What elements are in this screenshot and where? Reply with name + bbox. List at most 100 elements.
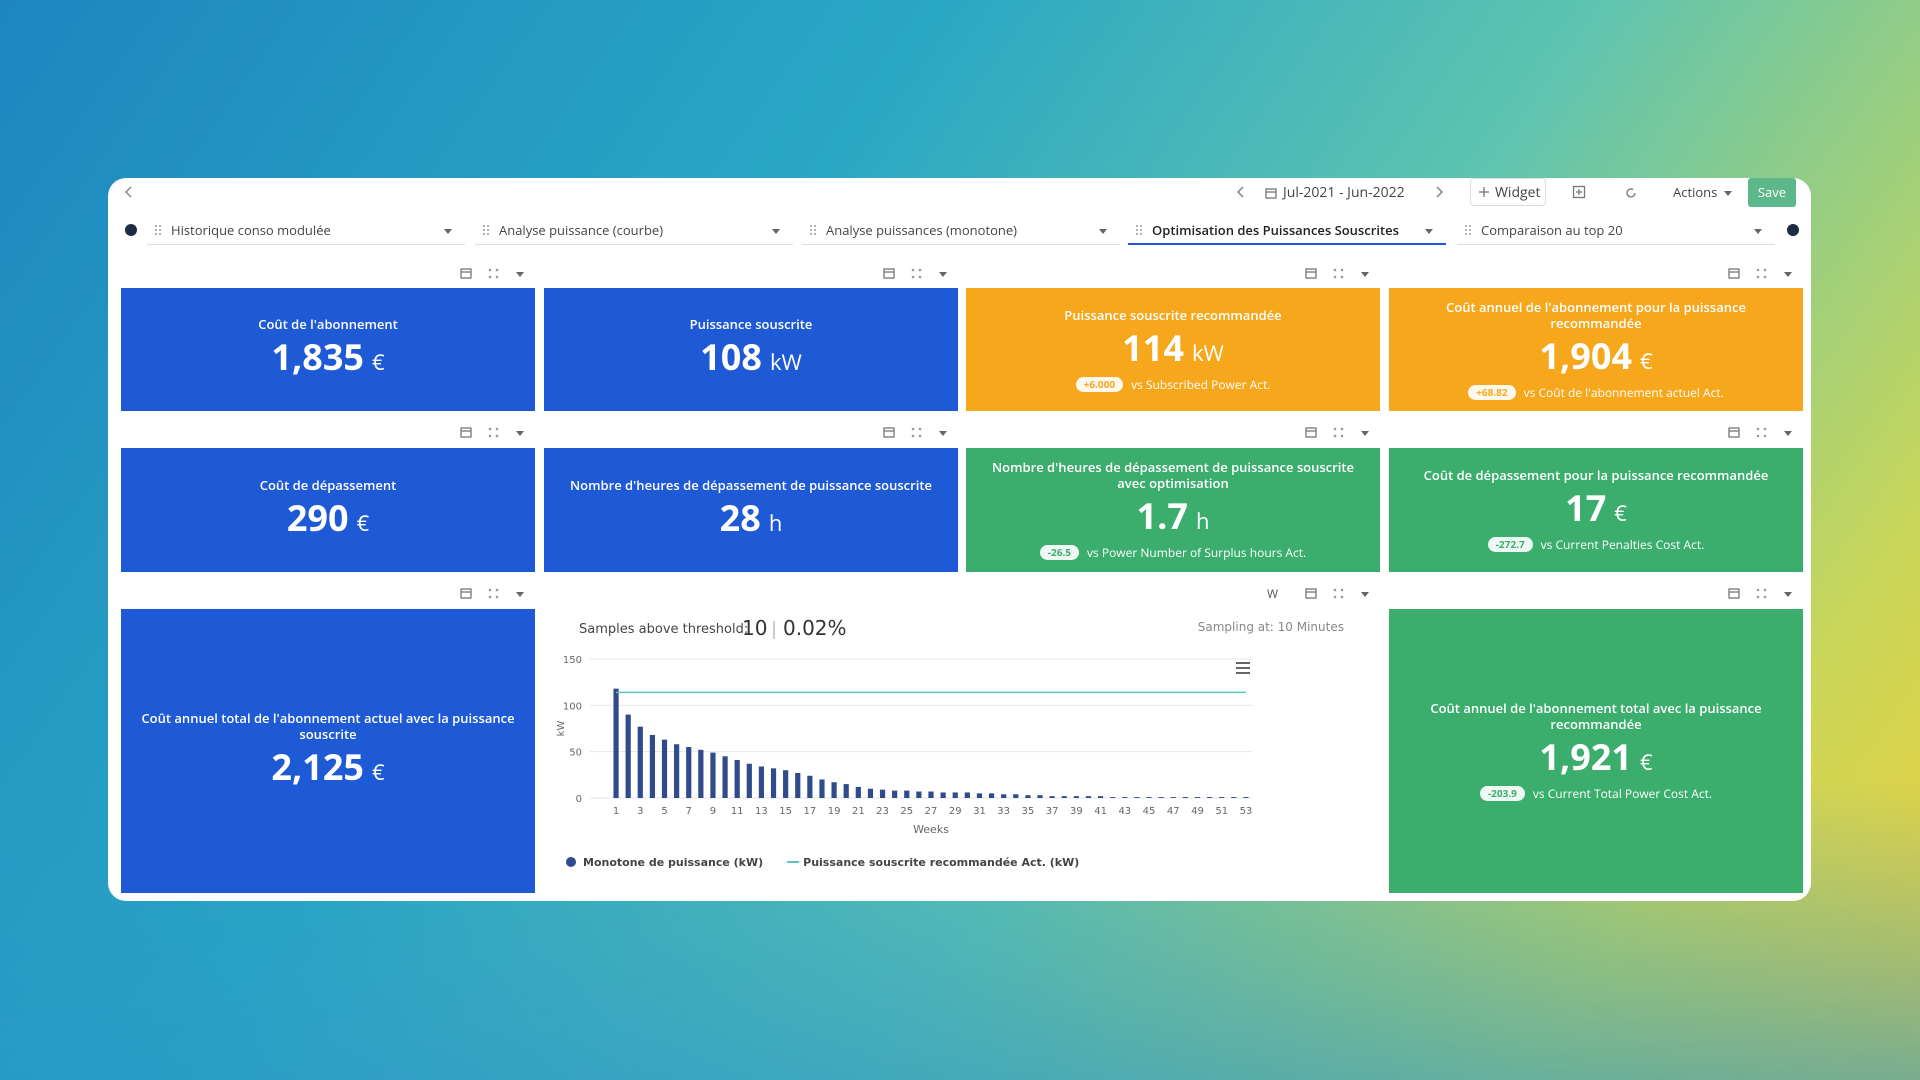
kpi-card: Nombre d'heures de dépassement de puissa…: [966, 448, 1380, 572]
kpi-unit: h: [1195, 506, 1210, 536]
caret-icon[interactable]: [513, 426, 527, 440]
kpi-value: 1,921 €: [1539, 736, 1652, 783]
dot: [1136, 229, 1138, 231]
edit-icon[interactable]: [1727, 586, 1741, 600]
tab[interactable]: Analyse puissance (courbe): [475, 215, 793, 245]
dot: [483, 225, 485, 227]
x-tick-label: 27: [925, 806, 938, 817]
left-icon[interactable]: [1234, 185, 1248, 199]
caret-icon[interactable]: [1358, 587, 1372, 601]
edit-icon[interactable]: [1727, 425, 1741, 439]
dot: [159, 225, 161, 227]
move-icon[interactable]: [487, 267, 501, 281]
tab[interactable]: Historique conso modulée: [147, 215, 465, 245]
dot: [1756, 427, 1760, 431]
grip-icon: [1465, 225, 1471, 235]
move-icon[interactable]: [487, 587, 501, 601]
grip-icon: [483, 225, 489, 235]
dot: [911, 427, 915, 431]
caret-icon[interactable]: [1358, 267, 1372, 281]
dot: [911, 275, 915, 279]
cal: [1265, 188, 1277, 199]
caret-icon[interactable]: [1422, 224, 1436, 238]
caret-icon[interactable]: [1751, 224, 1765, 238]
dot: [1140, 225, 1142, 227]
move-icon[interactable]: [1755, 587, 1769, 601]
bar: [1061, 796, 1067, 798]
bar: [1110, 797, 1116, 798]
move-icon[interactable]: [1332, 426, 1346, 440]
circle-icon[interactable]: [1786, 223, 1800, 237]
legend-label: Monotone de puissance (kW): [583, 856, 763, 869]
edit-icon[interactable]: [1727, 266, 1741, 280]
dot: [1756, 588, 1760, 592]
tab[interactable]: Analyse puissances (monotone): [802, 215, 1120, 245]
move-icon[interactable]: [487, 426, 501, 440]
move-icon[interactable]: [910, 426, 924, 440]
caret-icon[interactable]: [1096, 224, 1110, 238]
dot: [155, 229, 157, 231]
period-select[interactable]: W: [1267, 585, 1279, 602]
dot: [1763, 434, 1767, 438]
dot: [1469, 225, 1471, 227]
caret: [939, 431, 947, 436]
edit-icon[interactable]: [882, 425, 896, 439]
caret-icon[interactable]: [936, 426, 950, 440]
dot: [1756, 434, 1760, 438]
dot: [1333, 434, 1337, 438]
caret-icon[interactable]: [441, 224, 455, 238]
legend-label: Puissance souscrite recommandée Act. (kW…: [803, 856, 1079, 869]
edit-icon[interactable]: [459, 425, 473, 439]
dot: [155, 233, 157, 235]
actions-button[interactable]: Actions: [1673, 183, 1718, 201]
edit-icon[interactable]: [882, 266, 896, 280]
caret-icon[interactable]: [1781, 426, 1795, 440]
kpi-title: Coût annuel de l'abonnement pour la puis…: [1446, 297, 1746, 332]
bar: [1025, 795, 1031, 798]
left-icon[interactable]: [122, 185, 136, 199]
circle-icon[interactable]: [124, 223, 138, 237]
bar: [698, 749, 704, 798]
x-tick-label: 37: [1046, 806, 1059, 817]
edit-icon[interactable]: [1304, 586, 1318, 600]
dot: [1140, 229, 1142, 231]
dot: [1763, 268, 1767, 272]
caret-icon[interactable]: [936, 267, 950, 281]
dot: [918, 427, 922, 431]
edit-icon[interactable]: [1304, 266, 1318, 280]
caret: [1361, 431, 1369, 436]
save-button[interactable]: Save: [1748, 178, 1796, 207]
widget-label[interactable]: Widget: [1495, 183, 1541, 202]
bar: [904, 790, 910, 798]
caret-icon[interactable]: [513, 267, 527, 281]
edit-icon[interactable]: [459, 586, 473, 600]
x-tick-label: 1: [613, 806, 619, 817]
refresh-icon[interactable]: [1624, 186, 1638, 200]
move-icon[interactable]: [1332, 587, 1346, 601]
caret-icon[interactable]: [513, 587, 527, 601]
kpi-delta: -272.7: [1487, 537, 1533, 552]
bar: [807, 775, 813, 798]
dot: [488, 595, 492, 599]
edit-icon[interactable]: [459, 266, 473, 280]
date-range[interactable]: Jul-2021 - Jun-2022: [1283, 183, 1405, 202]
box-icon[interactable]: [1572, 185, 1586, 199]
x-tick-label: 7: [686, 806, 692, 817]
dot: [1465, 233, 1467, 235]
move-icon[interactable]: [1755, 267, 1769, 281]
dot: [1763, 275, 1767, 279]
bar: [1073, 796, 1079, 798]
move-icon[interactable]: [1755, 426, 1769, 440]
caret-icon[interactable]: [1358, 426, 1372, 440]
dot: [495, 595, 499, 599]
move-icon[interactable]: [910, 267, 924, 281]
caret-icon[interactable]: [769, 224, 783, 238]
edit-icon[interactable]: [1304, 425, 1318, 439]
move-icon[interactable]: [1332, 267, 1346, 281]
caret-icon[interactable]: [1781, 587, 1795, 601]
arrow: [1237, 186, 1244, 198]
tab[interactable]: Comparaison au top 20: [1457, 215, 1775, 245]
caret-icon[interactable]: [1781, 267, 1795, 281]
tab[interactable]: Optimisation des Puissances Souscrites: [1128, 215, 1446, 245]
right-icon[interactable]: [1432, 185, 1446, 199]
